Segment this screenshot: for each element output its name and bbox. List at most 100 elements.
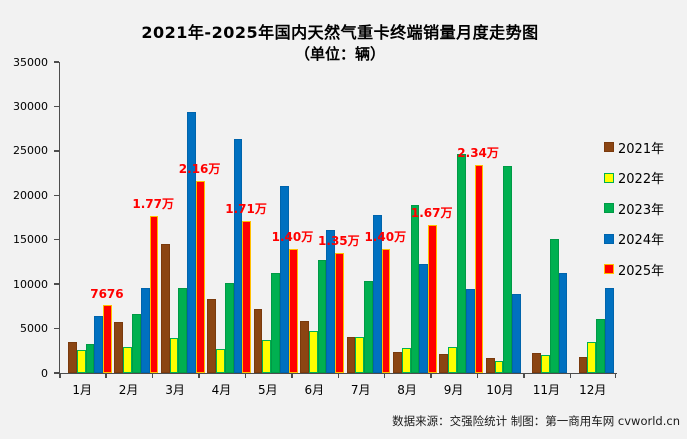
bar-2025年 [381, 248, 391, 373]
bar-2022年 [540, 355, 550, 373]
bar-2021年 [578, 357, 588, 373]
data-label: 1.77万 [132, 196, 174, 211]
x-axis-month-label: 4月 [211, 383, 232, 397]
y-axis-tick [54, 105, 59, 108]
bar-2024年 [558, 272, 568, 373]
bar-2023年 [224, 283, 234, 373]
bar-group [571, 62, 617, 373]
y-axis-tick [54, 150, 59, 152]
legend-item: 2025年 [604, 254, 664, 285]
bar-2021年 [300, 320, 309, 373]
bar-2025年 [474, 165, 484, 373]
x-axis-tick [291, 374, 293, 378]
bar-2023年 [364, 280, 373, 373]
bar-group [478, 62, 524, 373]
bar-2024年 [512, 293, 521, 373]
y-axis-tick [54, 61, 59, 63]
bar-2022年 [216, 349, 225, 373]
bar-2021年 [68, 341, 77, 373]
y-axis-tick-label: 25000 [13, 144, 48, 158]
bar-2021年 [207, 299, 217, 373]
bar-2025年 [428, 224, 437, 373]
bar-2024年 [326, 229, 336, 373]
x-axis-tick [523, 374, 525, 378]
bar-group: 1.35万 [292, 62, 360, 373]
bar-2022年 [355, 336, 365, 373]
bar-2022年 [587, 341, 597, 373]
x-axis-month-label: 12月 [579, 383, 607, 397]
bar-group: 1.40万 [246, 62, 313, 373]
x-axis-month-label: 10月 [486, 383, 514, 397]
bar-2022年 [308, 331, 318, 373]
y-axis-tick [54, 372, 59, 374]
bar-2021年 [439, 354, 449, 373]
x-axis-month-label: 2月 [118, 383, 139, 397]
bar-2021年 [485, 357, 495, 373]
y-axis-tick-label: 15000 [13, 233, 48, 247]
bar-2025年 [103, 304, 112, 373]
chart-title: 2021年-2025年国内天然气重卡终端销量月度走势图 [141, 23, 539, 42]
y-axis-tick [54, 327, 59, 330]
x-axis-tick [151, 374, 154, 378]
bar-2021年 [532, 353, 541, 373]
legend-label: 2023年 [618, 202, 665, 218]
x-axis-month-label: 5月 [258, 383, 278, 397]
bar-2022年 [401, 348, 411, 373]
bar-group: 1.40万 [339, 62, 406, 373]
data-label: 1.40万 [271, 229, 314, 244]
legend-label: 2025年 [618, 263, 665, 279]
legend-item: 2021年 [604, 132, 664, 163]
plot-area: 7676 1.77万 2.16万 1.71万 1.40万 1.35万 1.40万 1.67万 2… [59, 62, 617, 374]
data-label: 1.40万 [364, 229, 407, 244]
y-axis-tick-label: 5000 [20, 322, 48, 336]
bar-2021年 [346, 337, 356, 373]
x-axis-tick [198, 374, 200, 378]
legend-swatch-icon [604, 142, 614, 153]
legend-item: 2023年 [604, 193, 664, 224]
legend-label: 2022年 [618, 172, 665, 188]
bar-2023年 [85, 343, 95, 373]
bar-2025年 [335, 253, 345, 373]
bar-2024年 [372, 214, 382, 373]
bar-group [524, 62, 570, 373]
bar-2024年 [233, 139, 243, 373]
bar-2023年 [503, 165, 513, 373]
x-axis-month-label: 8月 [397, 383, 417, 397]
bar-group: 7676 [60, 62, 124, 373]
bar-2024年 [187, 111, 197, 373]
legend-item: 2022年 [604, 163, 664, 194]
y-axis-tick [54, 238, 59, 241]
bar-2023年 [178, 287, 188, 373]
legend-swatch-icon [604, 233, 614, 244]
x-axis-tick [569, 374, 572, 378]
bar-2022年 [169, 338, 179, 373]
x-axis-month-label: 1月 [72, 383, 93, 397]
bar-group: 1.71万 [199, 62, 267, 373]
bar-2023年 [132, 314, 141, 373]
y-axis-tick-label: 10000 [13, 277, 48, 291]
bar-2023年 [271, 272, 281, 373]
y-axis-tick [54, 283, 59, 285]
x-axis-month-label: 9月 [443, 383, 464, 397]
bar-2025年 [149, 215, 159, 373]
x-axis-month-label: 6月 [304, 383, 325, 397]
bar-group: 2.16万 [153, 62, 220, 373]
y-axis-tick-label: 20000 [13, 188, 48, 202]
data-label: 2.34万 [457, 146, 499, 161]
bar-2023年 [410, 205, 420, 373]
legend: 2021年 2022年 2023年 2024年 2025年 [604, 132, 664, 285]
bar-2021年 [253, 309, 263, 373]
bar-2022年 [494, 360, 504, 373]
bar-2022年 [262, 340, 272, 373]
y-axis-tick-label: 35000 [13, 55, 48, 69]
bar-2024年 [419, 263, 429, 373]
bar-2025年 [196, 181, 205, 373]
chart-footer: 数据来源：交强险统计 制图：第一商用车网 cvworld.cn [392, 414, 680, 428]
x-axis-month-label: 7月 [350, 383, 371, 397]
bar-2024年 [94, 316, 104, 373]
bar-2021年 [160, 244, 170, 373]
data-label: 1.35万 [318, 234, 360, 249]
bar-2023年 [596, 318, 605, 373]
bar-2025年 [242, 221, 252, 373]
